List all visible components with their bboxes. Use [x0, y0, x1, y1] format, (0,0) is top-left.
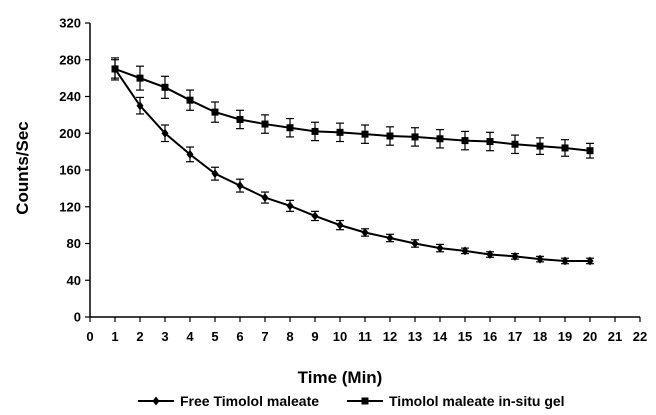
x-tick-label: 14 [433, 329, 448, 344]
data-point [161, 128, 169, 138]
data-point [461, 246, 469, 256]
legend: Free Timolol maleate Timolol maleate in-s… [138, 393, 565, 409]
x-tick-label: 11 [358, 329, 372, 344]
x-tick-label: 22 [633, 329, 647, 344]
x-tick-label: 4 [186, 329, 194, 344]
data-point [486, 250, 494, 260]
x-tick-label: 6 [236, 329, 243, 344]
y-tick-label: 240 [59, 89, 81, 104]
data-point [261, 120, 269, 128]
data-point [361, 130, 369, 138]
x-axis-title: Time (Min) [298, 368, 383, 387]
data-point [261, 193, 269, 203]
data-point [136, 101, 144, 111]
data-point [486, 138, 494, 146]
x-tick-label: 2 [136, 329, 143, 344]
data-point [561, 256, 569, 266]
data-point [311, 211, 319, 221]
data-point [386, 233, 394, 243]
y-axis-ticks: 0 40 80 120 160 200 240 280 320 [59, 16, 90, 325]
legend-marker [152, 396, 160, 406]
data-point [336, 128, 344, 136]
legend-label: Timolol maleate in-situ gel [389, 393, 565, 409]
series-1 [111, 59, 594, 266]
x-tick-label: 18 [533, 329, 547, 344]
data-point [436, 243, 444, 253]
data-point [186, 96, 194, 104]
data-point [436, 135, 444, 143]
data-point [286, 201, 294, 211]
legend-marker [361, 397, 369, 405]
y-tick-label: 0 [74, 310, 81, 325]
legend-item-2: Timolol maleate in-situ gel [347, 393, 565, 409]
y-axis-title: Counts/Sec [13, 121, 32, 215]
x-tick-label: 8 [286, 329, 293, 344]
data-point [236, 181, 244, 191]
legend-item-1: Free Timolol maleate [138, 393, 319, 409]
data-point [561, 144, 569, 152]
data-point [511, 251, 519, 261]
data-point [361, 227, 369, 237]
y-tick-label: 160 [59, 163, 81, 178]
y-tick-label: 40 [67, 273, 81, 288]
data-point [336, 220, 344, 230]
x-tick-label: 5 [211, 329, 218, 344]
x-tick-label: 17 [508, 329, 522, 344]
x-tick-label: 7 [261, 329, 268, 344]
y-tick-label: 280 [59, 52, 81, 67]
data-point [586, 256, 594, 266]
data-point [536, 254, 544, 264]
y-tick-label: 320 [59, 16, 81, 31]
x-tick-label: 15 [458, 329, 472, 344]
data-point [411, 239, 419, 248]
data-point [311, 127, 319, 135]
data-point [236, 115, 244, 123]
series-line [114, 67, 591, 152]
data-point [211, 169, 219, 179]
data-point [461, 137, 469, 145]
x-tick-label: 21 [608, 329, 622, 344]
x-tick-label: 10 [333, 329, 347, 344]
x-tick-label: 9 [311, 329, 318, 344]
x-tick-label: 1 [111, 329, 118, 344]
x-tick-label: 19 [558, 329, 572, 344]
x-tick-label: 12 [383, 329, 397, 344]
data-point [186, 149, 194, 159]
y-tick-label: 80 [67, 236, 81, 251]
data-point [511, 140, 519, 148]
data-point [586, 147, 594, 155]
data-point [161, 83, 169, 91]
x-tick-label: 20 [583, 329, 597, 344]
data-point [211, 108, 219, 116]
series-line [114, 68, 590, 262]
y-tick-label: 120 [59, 199, 81, 214]
data-point [286, 124, 294, 132]
x-tick-label: 0 [86, 329, 93, 344]
data-point [536, 142, 544, 150]
series-2 [111, 57, 594, 159]
x-axis-ticks: 0 1 2 3 4 5 6 7 8 9 10 11 12 13 14 15 16 17 18 19 20 21 22 [86, 317, 647, 344]
data-point [111, 65, 119, 73]
x-tick-label: 16 [483, 329, 497, 344]
legend-label: Free Timolol maleate [180, 393, 319, 409]
data-point [411, 133, 419, 141]
data-point [136, 74, 144, 82]
data-point [386, 132, 394, 140]
series-layer [111, 57, 594, 266]
x-tick-label: 13 [408, 329, 422, 344]
x-tick-label: 3 [161, 329, 168, 344]
y-tick-label: 200 [59, 126, 81, 141]
